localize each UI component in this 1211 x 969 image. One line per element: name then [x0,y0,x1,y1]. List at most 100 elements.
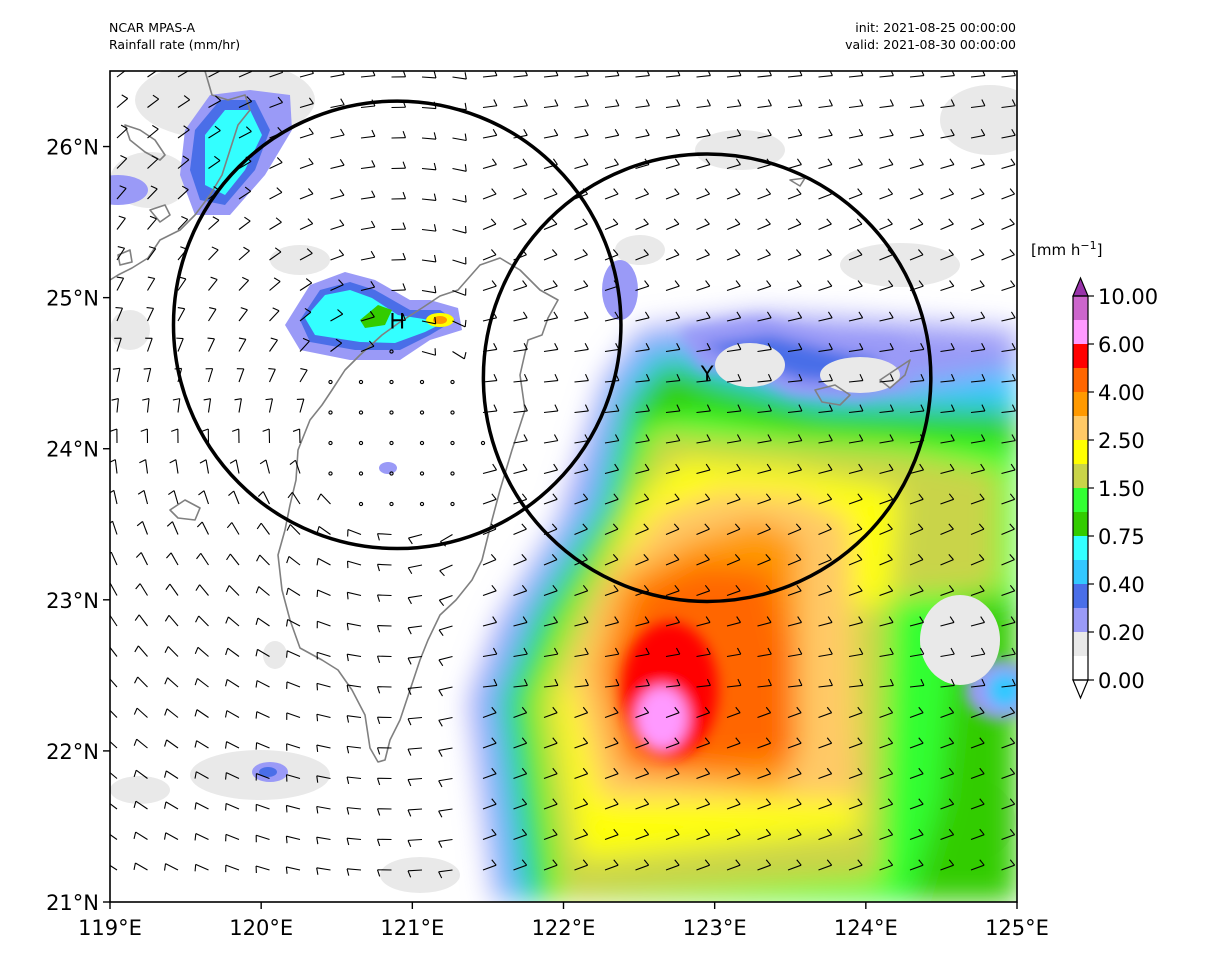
wind-barb [726,373,742,383]
wind-barb [604,463,619,475]
wind-barb [163,801,179,810]
wind-barb [376,747,392,755]
wind-barb [909,616,924,627]
wind-barb [574,493,589,505]
wind-barb [135,552,148,566]
wind-barb [1001,280,1016,292]
wind-barb [574,280,589,292]
wind-barb [299,367,308,383]
wind-barb [316,557,331,566]
wind-barb [635,798,650,810]
wind-barb [201,428,210,444]
wind-barb [848,678,864,688]
wind-barb [848,373,864,383]
colorbar-segment [1073,608,1088,632]
wind-barb [818,493,833,505]
wind-barb [787,616,802,627]
wind-barb [438,808,453,818]
wind-barb [360,250,376,261]
wind-barb [1001,71,1016,78]
wind-barb [726,798,741,810]
wind-barb [482,128,498,139]
colorbar-segment [1073,344,1088,368]
wind-barb [376,686,392,694]
colorbar-segment [1073,560,1088,584]
wind-barb [513,737,528,749]
wind-barb [696,647,711,658]
wind-barb [757,249,771,261]
wind-barb [909,523,924,536]
wind-barb [604,188,619,200]
wind-barb [787,71,803,78]
wind-barb [207,337,215,352]
wind-barb [787,158,802,170]
wind-barb [255,648,270,657]
wind-barb [940,737,955,749]
wind-barb [757,737,772,749]
wind-barb [391,283,407,292]
wind-barb [940,188,955,200]
wind-barb [1001,678,1016,688]
wind-barb [635,249,649,261]
wind-barb [696,463,711,475]
plot-header-right: init: 2021-08-25 00:00:00 valid: 2021-08… [790,19,1016,53]
y-tick-label: 21°N [46,891,99,915]
wind-barb [879,99,894,109]
wind-barb [177,71,190,78]
wind-barb [513,647,528,658]
wind-barb [665,463,680,475]
calm-wind-circle [450,501,455,507]
wind-barb [482,218,497,231]
wind-barb [879,767,894,780]
wind-barb [879,128,894,139]
wind-barb [940,678,955,688]
wind-barb [228,490,240,505]
wind-barb [165,583,179,596]
wind-barb [203,398,212,413]
wind-barb [110,489,118,505]
wind-barb [757,554,771,566]
wind-barb [787,311,803,322]
wind-barb [142,398,150,413]
wind-barb [909,584,924,597]
wind-barb [665,678,681,688]
wind-barb [316,651,331,660]
wind-barb [147,155,159,169]
wind-barb [177,95,191,108]
colorbar-segment [1073,488,1088,512]
wind-barb [635,311,650,322]
wind-barb [285,866,301,874]
wind-barb [438,838,453,848]
wind-barb [360,220,376,231]
wind-barb [543,434,559,444]
y-tick-label: 22°N [46,740,99,764]
wind-barb [513,373,528,383]
wind-barb [604,99,620,109]
wind-barb [452,164,467,172]
wind-barb [787,859,802,871]
wind-barb [513,404,528,414]
wind-barb [757,828,772,841]
wind-barb [195,584,209,596]
wind-barb [407,838,423,848]
wind-barb [726,463,741,475]
wind-barb [513,859,528,871]
wind-barb [696,859,711,871]
wind-barb [726,434,742,444]
wind-barb [940,128,955,139]
wind-barb [940,218,954,231]
colorbar-extend-min [1072,679,1089,700]
wind-barb [604,493,619,505]
wind-barb [574,737,589,749]
wind-barb [574,798,589,810]
wind-barb [482,859,497,871]
wind-barb [286,650,301,658]
rain-blob-small-ne [602,260,638,320]
wind-barb [940,71,955,78]
wind-barb [574,859,589,871]
wind-barb [757,218,771,231]
colorbar-tick-label: 1.50 [1098,477,1145,501]
wind-barb [147,276,156,291]
colorbar-tick-label: 4.00 [1098,381,1145,405]
wind-barb [234,398,242,413]
